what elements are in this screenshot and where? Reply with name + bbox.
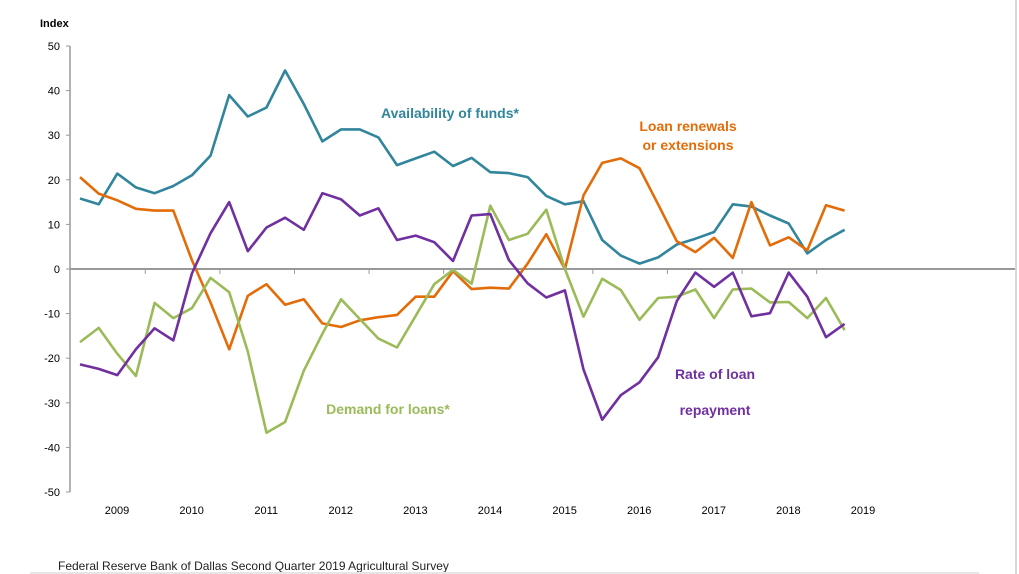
x-tick-label: 2011 [254, 505, 278, 517]
series-label: Rate of loan [675, 366, 755, 382]
y-tick-label: -40 [44, 442, 60, 454]
x-tick-label: 2012 [329, 505, 353, 517]
y-tick-label: 50 [48, 41, 60, 53]
x-tick-label: 2013 [403, 505, 427, 517]
x-tick-label: 2017 [702, 505, 726, 517]
y-tick-label: -20 [44, 353, 60, 365]
y-tick-label: 40 [48, 86, 60, 98]
x-tick-label: 2014 [478, 505, 502, 517]
series-label: Demand for loans* [326, 401, 450, 417]
x-tick-label: 2018 [776, 505, 800, 517]
bottom-divider [30, 572, 979, 574]
x-tick-label: 2019 [851, 505, 875, 517]
series-label: Availability of funds* [381, 105, 519, 121]
y-tick-label: -30 [44, 398, 60, 410]
series-label: or extensions [642, 137, 733, 153]
y-tick-label: -10 [44, 309, 60, 321]
series-label: repayment [680, 402, 751, 418]
series-line-loan-renewals-or-extensions [79, 157, 845, 351]
series-line-demand-for-loans [79, 204, 846, 435]
x-tick-label: 2009 [105, 505, 129, 517]
x-tick-label: 2016 [627, 505, 651, 517]
y-tick-label: 30 [48, 130, 60, 142]
series-line-availability-of-funds [79, 69, 846, 265]
x-tick-label: 2015 [552, 505, 576, 517]
y-tick-label: -50 [44, 487, 60, 499]
x-tick-label: 2010 [179, 505, 203, 517]
footer-source: Federal Reserve Bank of Dallas Second Qu… [58, 559, 449, 573]
series-label: Loan renewals [639, 118, 736, 134]
y-tick-label: 10 [48, 219, 60, 231]
series-line-rate-of-loan-repayment [79, 191, 846, 422]
y-axis-title: Index [40, 18, 70, 30]
window-edge [1015, 0, 1017, 574]
y-tick-label: 20 [48, 175, 60, 187]
y-tick-label: 0 [54, 264, 60, 276]
